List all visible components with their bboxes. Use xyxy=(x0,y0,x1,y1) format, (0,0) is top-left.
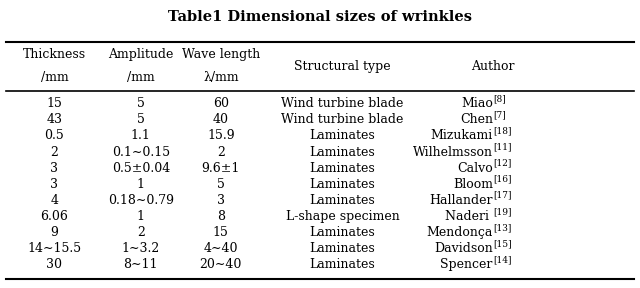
Text: 1: 1 xyxy=(137,210,145,223)
Text: Spencer: Spencer xyxy=(440,258,493,272)
Text: 15: 15 xyxy=(213,226,228,239)
Text: Davidson: Davidson xyxy=(434,242,493,255)
Text: [13]: [13] xyxy=(493,223,512,232)
Text: Mizukami: Mizukami xyxy=(431,129,493,143)
Text: Naderi [19]: Naderi [19] xyxy=(456,210,530,223)
Text: Mendonça: Mendonça xyxy=(426,226,493,239)
Text: Table1 Dimensional sizes of wrinkles: Table1 Dimensional sizes of wrinkles xyxy=(168,10,472,24)
Text: Mendonça[13]: Mendonça[13] xyxy=(447,226,539,239)
Text: 60: 60 xyxy=(212,97,229,110)
Text: 1.1: 1.1 xyxy=(131,129,151,143)
Text: /mm: /mm xyxy=(40,71,68,84)
Text: Laminates: Laminates xyxy=(310,226,375,239)
Text: Hallander: Hallander xyxy=(429,194,493,207)
Text: 43: 43 xyxy=(47,113,63,126)
Text: 3: 3 xyxy=(51,178,58,191)
Text: Spencer[14]: Spencer[14] xyxy=(454,258,532,272)
Text: [7]: [7] xyxy=(493,110,506,119)
Text: Laminates: Laminates xyxy=(310,194,375,207)
Text: 15: 15 xyxy=(47,97,62,110)
Text: Bloom: Bloom xyxy=(453,178,493,191)
Text: Structural type: Structural type xyxy=(294,60,390,73)
Text: [16]: [16] xyxy=(493,175,512,184)
Text: 8: 8 xyxy=(217,210,225,223)
Text: 5: 5 xyxy=(137,113,145,126)
Text: Laminates: Laminates xyxy=(310,178,375,191)
Text: Wilhelmsson: Wilhelmsson xyxy=(413,145,493,159)
Text: [14]: [14] xyxy=(493,255,512,264)
Text: [18]: [18] xyxy=(493,126,512,135)
Text: 15.9: 15.9 xyxy=(207,129,235,143)
Text: 2: 2 xyxy=(217,145,225,159)
Text: 6.06: 6.06 xyxy=(40,210,68,223)
Text: Miao: Miao xyxy=(461,97,493,110)
Text: L-shape specimen: L-shape specimen xyxy=(285,210,399,223)
Text: 1∼3.2: 1∼3.2 xyxy=(122,242,160,255)
Text: 9: 9 xyxy=(51,226,58,239)
Text: 9.6±1: 9.6±1 xyxy=(202,162,240,175)
Text: Laminates: Laminates xyxy=(310,129,375,143)
Text: Wilhelmsson[11]: Wilhelmsson[11] xyxy=(440,145,546,159)
Text: Laminates: Laminates xyxy=(310,145,375,159)
Text: [19]: [19] xyxy=(493,207,512,216)
Text: /mm: /mm xyxy=(127,71,155,84)
Text: [11]: [11] xyxy=(493,142,512,151)
Text: Davidson[15]: Davidson[15] xyxy=(451,242,535,255)
Text: 2: 2 xyxy=(137,226,145,239)
Text: 0.5±0.04: 0.5±0.04 xyxy=(111,162,170,175)
Text: Wind turbine blade: Wind turbine blade xyxy=(281,113,404,126)
Text: Calvo: Calvo xyxy=(457,162,493,175)
Text: Chen[7]: Chen[7] xyxy=(467,113,518,126)
Text: Bloom[16]: Bloom[16] xyxy=(460,178,525,191)
Text: [17]: [17] xyxy=(493,191,512,200)
Text: [8]: [8] xyxy=(493,94,506,103)
Text: 2: 2 xyxy=(51,145,58,159)
Text: 20∼40: 20∼40 xyxy=(200,258,242,272)
Text: Mizukami[18]: Mizukami[18] xyxy=(449,129,537,143)
Text: [15]: [15] xyxy=(493,239,512,248)
Text: 0.5: 0.5 xyxy=(45,129,64,143)
Text: Hallander[17]: Hallander[17] xyxy=(448,194,538,207)
Text: 0.18∼0.79: 0.18∼0.79 xyxy=(108,194,174,207)
Text: Chen: Chen xyxy=(460,113,493,126)
Text: 5: 5 xyxy=(137,97,145,110)
Text: 3: 3 xyxy=(217,194,225,207)
Text: Laminates: Laminates xyxy=(310,258,375,272)
Text: 14∼15.5: 14∼15.5 xyxy=(28,242,81,255)
Text: 0.1∼0.15: 0.1∼0.15 xyxy=(112,145,170,159)
Text: Author: Author xyxy=(471,60,515,73)
Text: Thickness: Thickness xyxy=(23,48,86,61)
Text: 1: 1 xyxy=(137,178,145,191)
Text: 8∼11: 8∼11 xyxy=(124,258,158,272)
Text: 4∼40: 4∼40 xyxy=(204,242,238,255)
Text: λ/mm: λ/mm xyxy=(203,71,239,84)
Text: Laminates: Laminates xyxy=(310,162,375,175)
Text: Wind turbine blade: Wind turbine blade xyxy=(281,97,404,110)
Text: Amplitude: Amplitude xyxy=(108,48,173,61)
Text: 30: 30 xyxy=(47,258,63,272)
Text: Miao[8]: Miao[8] xyxy=(468,97,518,110)
Text: [12]: [12] xyxy=(493,158,512,168)
Text: 5: 5 xyxy=(217,178,225,191)
Text: 40: 40 xyxy=(212,113,229,126)
Text: Naderi: Naderi xyxy=(445,210,493,223)
Text: 4: 4 xyxy=(51,194,58,207)
Text: Wave length: Wave length xyxy=(182,48,260,61)
Text: 3: 3 xyxy=(51,162,58,175)
Text: Laminates: Laminates xyxy=(310,242,375,255)
Text: Calvo[12]: Calvo[12] xyxy=(462,162,524,175)
